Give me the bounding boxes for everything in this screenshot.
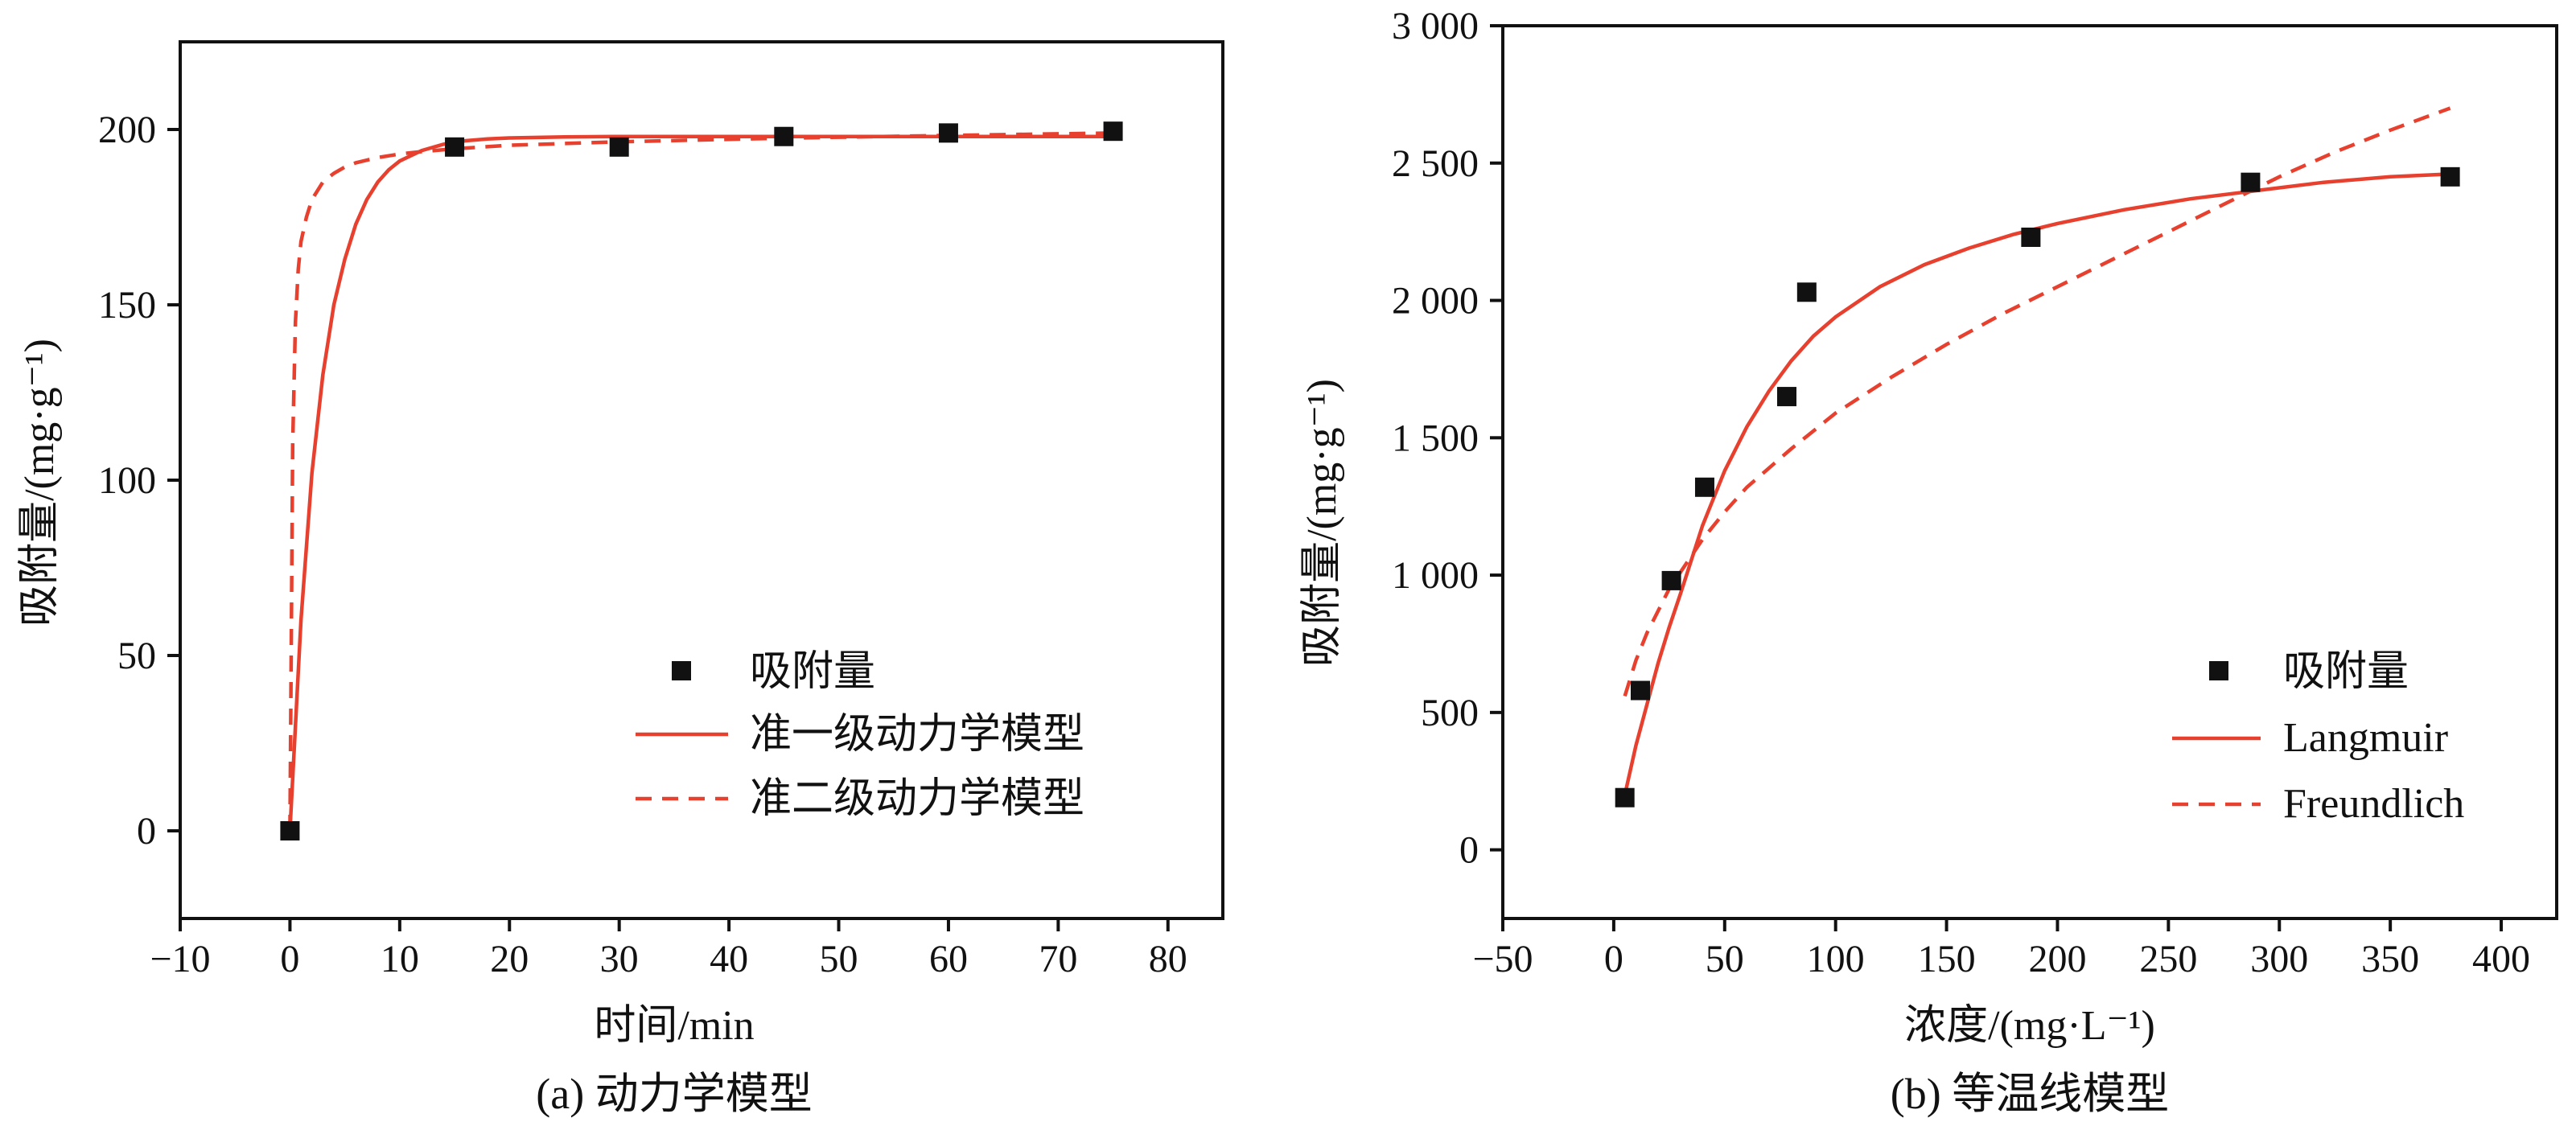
x-tick-label: 300 bbox=[2250, 938, 2308, 980]
x-tick-label: 30 bbox=[600, 938, 639, 980]
data-point-marker bbox=[1661, 570, 1681, 590]
data-point-marker bbox=[1796, 282, 1817, 302]
y-tick-label: 1 500 bbox=[1392, 417, 1479, 459]
panel-caption: (a) 动力学模型 bbox=[536, 1070, 812, 1118]
legend: 吸附量 准一级动力学模型 准二级动力学模型 bbox=[636, 649, 1084, 822]
dashed-fit-line bbox=[288, 131, 1113, 832]
y-tick-label: 150 bbox=[98, 284, 156, 327]
x-tick-label: 0 bbox=[1604, 938, 1623, 980]
y-tick-label: 2 000 bbox=[1392, 280, 1479, 323]
axis-ticks bbox=[167, 128, 1170, 931]
x-tick-label: 70 bbox=[1039, 938, 1077, 980]
x-tick-label: 10 bbox=[381, 938, 419, 980]
x-tick-label: 60 bbox=[929, 938, 968, 980]
dashed-fit-line bbox=[1623, 106, 2451, 697]
x-tick-labels: −10 0 10 20 30 40 50 60 70 80 bbox=[150, 938, 1187, 980]
x-tick-label: 50 bbox=[1706, 938, 1744, 980]
data-point-marker bbox=[2440, 166, 2460, 187]
fit-lines bbox=[288, 131, 1113, 832]
data-markers bbox=[1615, 166, 2460, 808]
x-tick-label: 250 bbox=[2139, 938, 2197, 980]
y-tick-label: 0 bbox=[137, 810, 156, 853]
isotherm-panel: −50 0 50 100 150 200 250 300 350 400 0 500 1 000 1 5… bbox=[1299, 5, 2558, 1118]
y-axis-title: 吸附量/(mg·g⁻¹) bbox=[17, 339, 63, 627]
legend-label-langmuir: Langmuir bbox=[2283, 715, 2448, 761]
data-markers bbox=[280, 121, 1123, 840]
solid-fit-line bbox=[288, 134, 1113, 832]
y-axis-title: 吸附量/(mg·g⁻¹) bbox=[1299, 379, 1345, 667]
x-tick-label: 350 bbox=[2361, 938, 2419, 980]
data-point-marker bbox=[2021, 227, 2041, 247]
legend-label-first-order: 准一级动力学模型 bbox=[750, 712, 1084, 758]
legend-marker-icon bbox=[2209, 661, 2228, 680]
data-point-marker bbox=[1630, 680, 1650, 701]
x-tick-label: −50 bbox=[1472, 938, 1533, 980]
y-tick-label: 2 500 bbox=[1392, 142, 1479, 185]
legend-label-second-order: 准二级动力学模型 bbox=[750, 776, 1084, 822]
data-point-marker bbox=[1694, 477, 1714, 497]
axis-ticks bbox=[1490, 24, 2504, 931]
x-tick-label: 200 bbox=[2028, 938, 2086, 980]
x-axis-title: 浓度/(mg·L⁻¹) bbox=[1904, 1003, 2155, 1049]
x-tick-label: 0 bbox=[280, 938, 299, 980]
x-tick-label: 400 bbox=[2472, 938, 2530, 980]
data-point-marker bbox=[1777, 387, 1797, 407]
x-tick-label: −10 bbox=[150, 938, 210, 980]
data-point-marker bbox=[280, 821, 300, 840]
y-tick-label: 100 bbox=[98, 459, 156, 502]
panel-caption: (b) 等温线模型 bbox=[1891, 1070, 2169, 1118]
x-axis-title: 时间/min bbox=[594, 1003, 754, 1049]
x-tick-label: 100 bbox=[1807, 938, 1865, 980]
x-tick-labels: −50 0 50 100 150 200 250 300 350 400 bbox=[1472, 938, 2530, 980]
data-point-marker bbox=[1615, 787, 1635, 808]
legend-label-freundlich: Freundlich bbox=[2283, 781, 2464, 827]
x-tick-label: 20 bbox=[490, 938, 529, 980]
kinetics-panel: −10 0 10 20 30 40 50 60 70 80 0 50 100 150 200 时间/min… bbox=[17, 40, 1224, 1118]
data-point-marker bbox=[609, 137, 629, 157]
legend: 吸附量 Langmuir Freundlich bbox=[2172, 649, 2464, 827]
y-tick-label: 200 bbox=[98, 109, 156, 151]
x-tick-label: 80 bbox=[1149, 938, 1187, 980]
y-tick-label: 500 bbox=[1421, 692, 1479, 734]
solid-fit-line bbox=[1623, 172, 2450, 795]
y-tick-labels: 0 50 100 150 200 bbox=[98, 109, 156, 853]
plot-frame bbox=[1501, 24, 2558, 920]
data-point-marker bbox=[774, 126, 794, 146]
data-point-marker bbox=[1103, 121, 1123, 142]
y-tick-labels: 0 500 1 000 1 500 2 000 2 500 3 000 bbox=[1392, 5, 1479, 872]
y-tick-label: 0 bbox=[1459, 829, 1479, 872]
x-tick-label: 150 bbox=[1918, 938, 1976, 980]
data-point-marker bbox=[2241, 172, 2261, 192]
x-tick-label: 40 bbox=[710, 938, 748, 980]
data-point-marker bbox=[445, 137, 465, 157]
x-tick-label: 50 bbox=[820, 938, 858, 980]
y-tick-label: 1 000 bbox=[1392, 554, 1479, 597]
y-tick-label: 50 bbox=[117, 635, 156, 677]
legend-label-data: 吸附量 bbox=[750, 649, 875, 695]
data-point-marker bbox=[938, 123, 958, 143]
legend-label-data: 吸附量 bbox=[2283, 649, 2409, 695]
y-tick-label: 3 000 bbox=[1392, 5, 1479, 47]
legend-marker-icon bbox=[672, 661, 691, 680]
